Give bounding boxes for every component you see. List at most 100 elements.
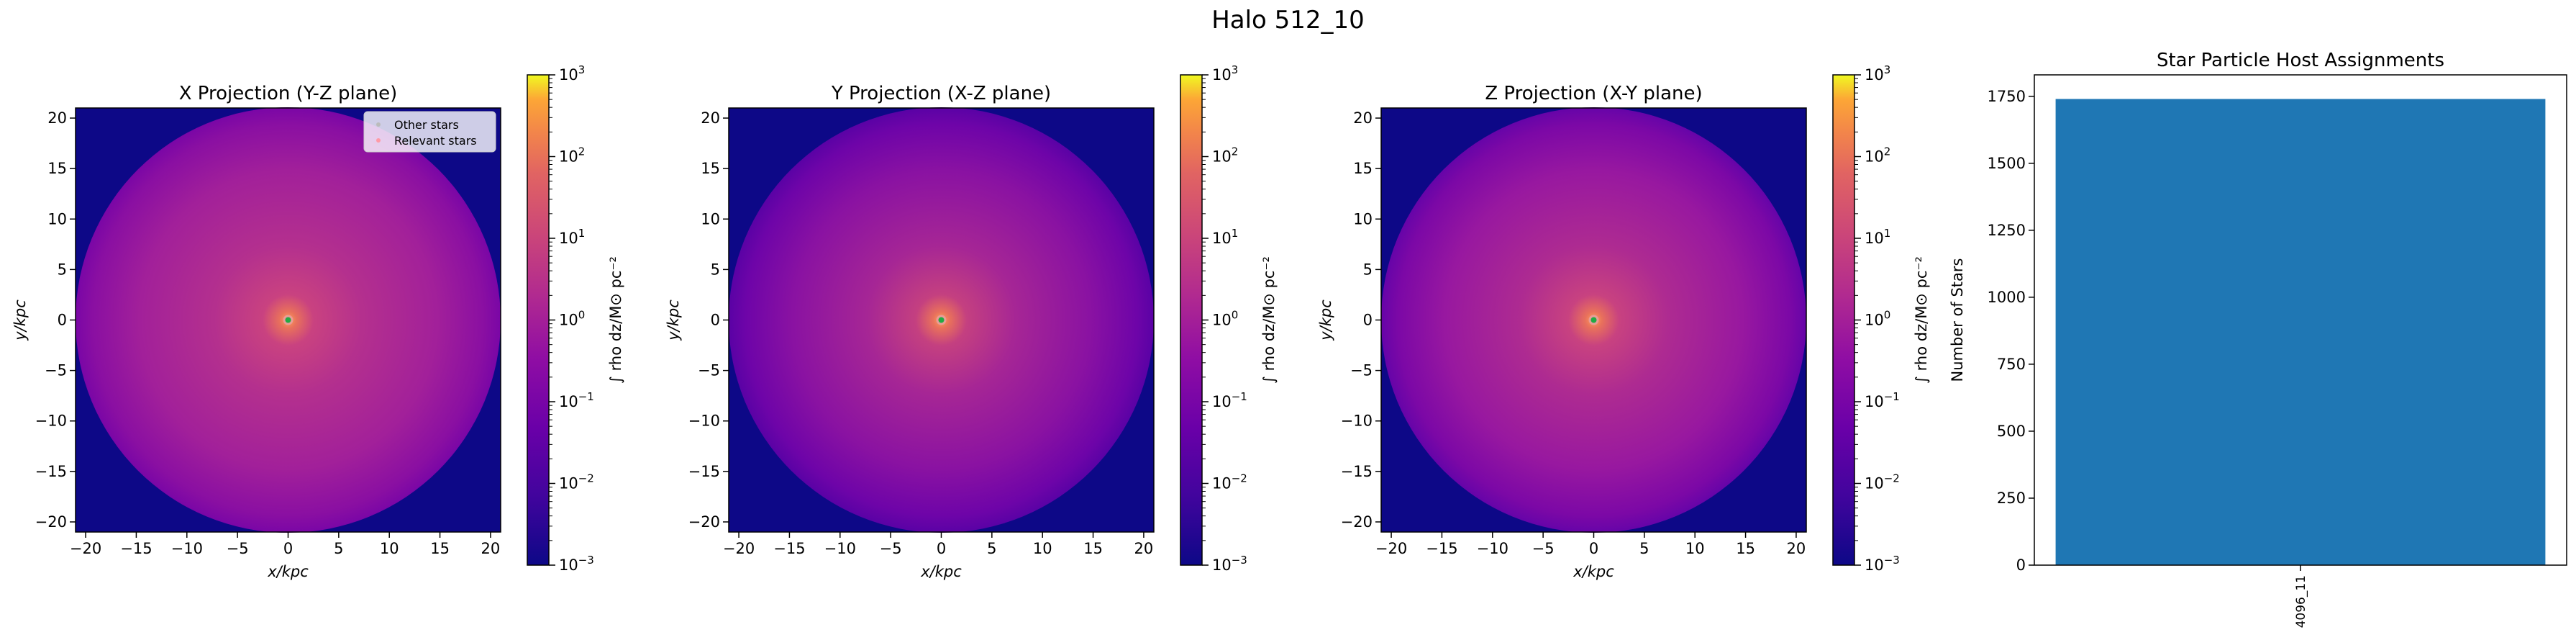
colorbar-tick-label: 102 — [1865, 145, 1890, 166]
legend-label: Other stars — [394, 118, 459, 132]
legend: Other stars Relevant stars — [363, 111, 496, 153]
y-tick-label: 0 — [1363, 312, 1373, 329]
x-tick-label: −20 — [723, 540, 755, 557]
x-tick-label: −5 — [1532, 540, 1555, 557]
y-tick-label: 20 — [1353, 109, 1373, 127]
x-axis-label: x/kpc — [920, 563, 962, 580]
center-marker — [938, 317, 945, 323]
x-tick-label: −5 — [227, 540, 249, 557]
y-tick-label: 15 — [47, 160, 67, 177]
legend-marker — [376, 122, 381, 127]
x-tick-label: 5 — [334, 540, 343, 557]
center-marker — [1590, 317, 1597, 323]
x-tick-label: 0 — [283, 540, 293, 557]
y-axis-label: y/kpc — [665, 299, 682, 341]
x-tick-label: 20 — [481, 540, 501, 557]
y-tick-label: 15 — [701, 160, 720, 177]
x-tick-label: 4096_11 — [2294, 575, 2308, 628]
x-tick-label: 15 — [1736, 540, 1755, 557]
colorbar-tick-label: 101 — [1212, 227, 1238, 247]
y-tick-label: 5 — [1363, 261, 1373, 278]
x-tick-label: 0 — [1589, 540, 1598, 557]
colorbar-tick-label: 103 — [559, 63, 585, 84]
x-tick-label: −15 — [773, 540, 805, 557]
y-tick-label: 0 — [711, 312, 720, 329]
colorbar-tick-label: 10−2 — [559, 472, 594, 492]
x-tick-label: 20 — [1787, 540, 1806, 557]
y-tick-label: 250 — [1997, 490, 2026, 507]
colorbar-tick-label: 101 — [559, 227, 585, 247]
x-axis-label: x/kpc — [267, 563, 309, 580]
y-tick-label: 0 — [58, 312, 67, 329]
y-tick-label: −20 — [1341, 513, 1373, 531]
figure-title: Halo 512_10 — [1211, 6, 1365, 35]
y-tick-label: 20 — [47, 109, 67, 127]
x-axis-label: x/kpc — [1573, 563, 1614, 580]
x-tick-label: 10 — [1033, 540, 1052, 557]
bar — [2055, 99, 2546, 565]
y-tick-label: −10 — [35, 413, 67, 430]
colorbar: 10−3 10−2 10−1 100 101 102 103 ∫ rho dz/M⊙ pc⁻² — [1832, 63, 1930, 574]
colorbar-tick-label: 10−1 — [1865, 390, 1900, 410]
x-tick-label: 15 — [1083, 540, 1103, 557]
heatmap-panel-2: −20 −15 −10 −5 0 5 10 15 20 −20 −15 −10 −5 0 5 10 15 20 Z … — [1317, 63, 1930, 580]
y-tick-label: 10 — [701, 210, 720, 227]
y-tick-label: 5 — [58, 261, 67, 278]
center-marker — [285, 317, 291, 323]
x-tick-label: −10 — [171, 540, 203, 557]
y-tick-label: 1000 — [1988, 289, 2026, 306]
y-tick-label: 750 — [1997, 356, 2026, 373]
colorbar: 10−3 10−2 10−1 100 101 102 103 ∫ rho dz/M⊙ pc⁻² — [1180, 63, 1278, 574]
y-tick-label: 15 — [1353, 160, 1373, 177]
y-tick-label: −10 — [1341, 413, 1373, 430]
y-tick-label: −5 — [698, 362, 720, 379]
y-tick-label: 500 — [1997, 423, 2026, 440]
y-tick-label: 1250 — [1988, 222, 2026, 239]
colorbar-tick-label: 103 — [1212, 63, 1238, 84]
legend-marker — [376, 138, 381, 143]
panel-title: Star Particle Host Assignments — [2157, 50, 2444, 71]
x-tick-label: 15 — [430, 540, 450, 557]
y-tick-label: 1750 — [1988, 88, 2026, 105]
colorbar-gradient — [1832, 74, 1855, 566]
y-tick-label: −15 — [35, 463, 67, 480]
y-tick-label: 1500 — [1988, 155, 2026, 172]
y-tick-label: −15 — [1341, 463, 1373, 480]
colorbar-tick-label: 101 — [1865, 227, 1890, 247]
colorbar-tick-label: 100 — [559, 309, 585, 329]
y-tick-label: 20 — [701, 109, 720, 127]
panel-title: Z Projection (X-Y plane) — [1485, 83, 1702, 104]
x-tick-label: −20 — [70, 540, 101, 557]
y-tick-label: −20 — [688, 513, 720, 531]
y-tick-label: −20 — [35, 513, 67, 531]
colorbar-gradient — [1180, 74, 1203, 566]
heatmap-panel-0: −20 −15 −10 −5 0 5 10 15 20 −20 −15 −10 −5 0 5 10 15 20 X … — [12, 63, 624, 580]
colorbar-tick-label: 10−2 — [1212, 472, 1247, 492]
colorbar-gradient — [527, 74, 550, 566]
x-tick-label: −10 — [824, 540, 856, 557]
colorbar-tick-label: 10−1 — [559, 390, 594, 410]
x-tick-label: −5 — [880, 540, 902, 557]
x-tick-label: 0 — [937, 540, 946, 557]
x-tick-label: 20 — [1134, 540, 1154, 557]
y-tick-label: −15 — [688, 463, 720, 480]
y-tick-label: 10 — [47, 210, 67, 227]
colorbar-tick-label: 10−3 — [1212, 554, 1247, 574]
y-tick-label: 10 — [1353, 210, 1373, 227]
plot-frame — [2034, 74, 2567, 566]
colorbar-tick-label: 10−2 — [1865, 472, 1900, 492]
colorbar-tick-label: 103 — [1865, 63, 1890, 84]
x-tick-label: 5 — [1639, 540, 1649, 557]
panel-title: X Projection (Y-Z plane) — [179, 83, 398, 104]
x-tick-label: −15 — [1426, 540, 1457, 557]
colorbar-tick-label: 100 — [1865, 309, 1890, 329]
colorbar-label: ∫ rho dz/M⊙ pc⁻² — [1260, 256, 1278, 384]
colorbar-tick-label: 100 — [1212, 309, 1238, 329]
colorbar-tick-label: 102 — [559, 145, 585, 166]
y-axis-label: Number of Stars — [1949, 258, 1966, 382]
x-tick-label: −10 — [1477, 540, 1508, 557]
bar-panel: 4096_11 0 250 500 750 1000 1250 1500 1750 Star Pa… — [1949, 50, 2567, 628]
heatmap-panel-1: −20 −15 −10 −5 0 5 10 15 20 −20 −15 −10 −5 0 5 10 15 20 Y … — [665, 63, 1278, 580]
colorbar: 10−3 10−2 10−1 100 101 102 103 ∫ rho dz/M⊙ pc⁻² — [527, 63, 624, 574]
